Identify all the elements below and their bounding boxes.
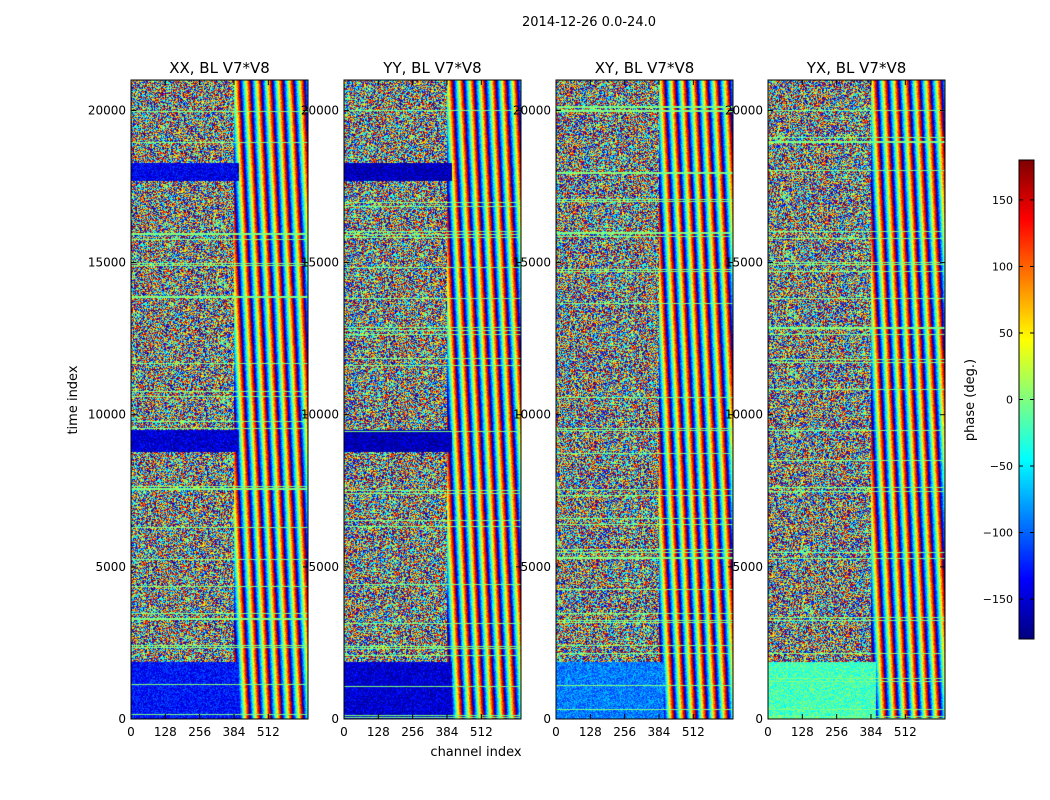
y-tick-label: 15000 [513, 256, 551, 270]
x-tick-label: 512 [894, 725, 917, 739]
heatmap-image [556, 80, 733, 719]
x-tick-label: 512 [682, 725, 705, 739]
y-axis-label: time index [66, 365, 81, 434]
y-tick-label: 10000 [301, 408, 339, 422]
x-tick-label: 128 [367, 725, 390, 739]
x-tick-label: 384 [223, 725, 246, 739]
x-tick-label: 512 [257, 725, 280, 739]
x-tick-label: 384 [648, 725, 671, 739]
x-tick-label: 256 [825, 725, 848, 739]
panel-frame [343, 79, 522, 720]
heatmap-image [131, 80, 308, 719]
x-tick-label: 0 [552, 725, 560, 739]
panel-xy: XY, BL V7*V8 0 128 256 384 512 0 5000 10000 15000… [513, 59, 734, 739]
heatmap-image [344, 80, 521, 719]
y-tick-label: 0 [755, 712, 763, 726]
panel-title: YY, BL V7*V8 [382, 59, 481, 77]
colorbar-tick-label: −150 [983, 593, 1013, 606]
y-tick-label: 15000 [725, 256, 763, 270]
colorbar-tick-label: 150 [992, 194, 1013, 207]
y-tick-label: 15000 [301, 256, 339, 270]
x-tick-label: 384 [436, 725, 459, 739]
colorbar-label: phase (deg.) [963, 359, 978, 441]
colorbar-tick-label: 50 [999, 327, 1013, 340]
x-tick-label: 128 [579, 725, 602, 739]
x-tick-label: 128 [791, 725, 814, 739]
panel-frame [767, 79, 946, 720]
y-tick-label: 20000 [301, 103, 339, 117]
y-tick-label: 0 [118, 712, 126, 726]
panel-yx: YX, BL V7*V8 0 128 256 384 512 0 5000 10000 15000… [725, 59, 946, 739]
panel-title: XY, BL V7*V8 [595, 59, 695, 77]
heatmap-image [768, 80, 945, 719]
panel-xx: XX, BL V7*V8 0 128 256 384 512 0 5000 10000 15000… [88, 59, 309, 739]
x-tick-label: 256 [401, 725, 424, 739]
y-tick-label: 20000 [88, 103, 126, 117]
x-tick-label: 0 [340, 725, 348, 739]
panel-title: XX, BL V7*V8 [169, 59, 270, 77]
panel-frame [555, 79, 734, 720]
colorbar-ticks: −150 −100 −50 0 50 100 150 [983, 194, 1034, 606]
panels: XX, BL V7*V8 0 128 256 384 512 0 5000 10000 15000… [88, 59, 946, 739]
colorbar-tick-label: 0 [1006, 394, 1013, 407]
y-tick-label: 10000 [513, 408, 551, 422]
x-tick-label: 256 [613, 725, 636, 739]
y-tick-label: 20000 [725, 103, 763, 117]
panel-frame [130, 79, 309, 720]
colorbar: −150 −100 −50 0 50 100 150 phase (deg.) [963, 159, 1035, 640]
x-tick-label: 128 [154, 725, 177, 739]
x-tick-label: 0 [127, 725, 135, 739]
y-tick-label: 0 [331, 712, 339, 726]
colorbar-tick-label: −100 [983, 527, 1013, 540]
x-tick-label: 512 [470, 725, 493, 739]
y-tick-label: 5000 [732, 560, 763, 574]
colorbar-tick-label: 100 [992, 260, 1013, 273]
colorbar-tick-label: −50 [990, 460, 1013, 473]
panel-yy: YY, BL V7*V8 0 128 256 384 512 0 5000 10000 15000… [301, 59, 522, 739]
figure-suptitle: 2014-12-26 0.0-24.0 [522, 15, 656, 30]
y-tick-label: 0 [543, 712, 551, 726]
y-tick-label: 5000 [308, 560, 339, 574]
y-tick-label: 5000 [95, 560, 126, 574]
y-tick-label: 10000 [725, 408, 763, 422]
y-tick-label: 5000 [520, 560, 551, 574]
x-tick-label: 256 [188, 725, 211, 739]
x-tick-label: 0 [764, 725, 772, 739]
y-tick-label: 10000 [88, 408, 126, 422]
y-tick-label: 15000 [88, 256, 126, 270]
x-tick-label: 384 [860, 725, 883, 739]
y-tick-label: 20000 [513, 103, 551, 117]
panel-title: YX, BL V7*V8 [806, 59, 907, 77]
x-axis-label: channel index [430, 745, 521, 760]
